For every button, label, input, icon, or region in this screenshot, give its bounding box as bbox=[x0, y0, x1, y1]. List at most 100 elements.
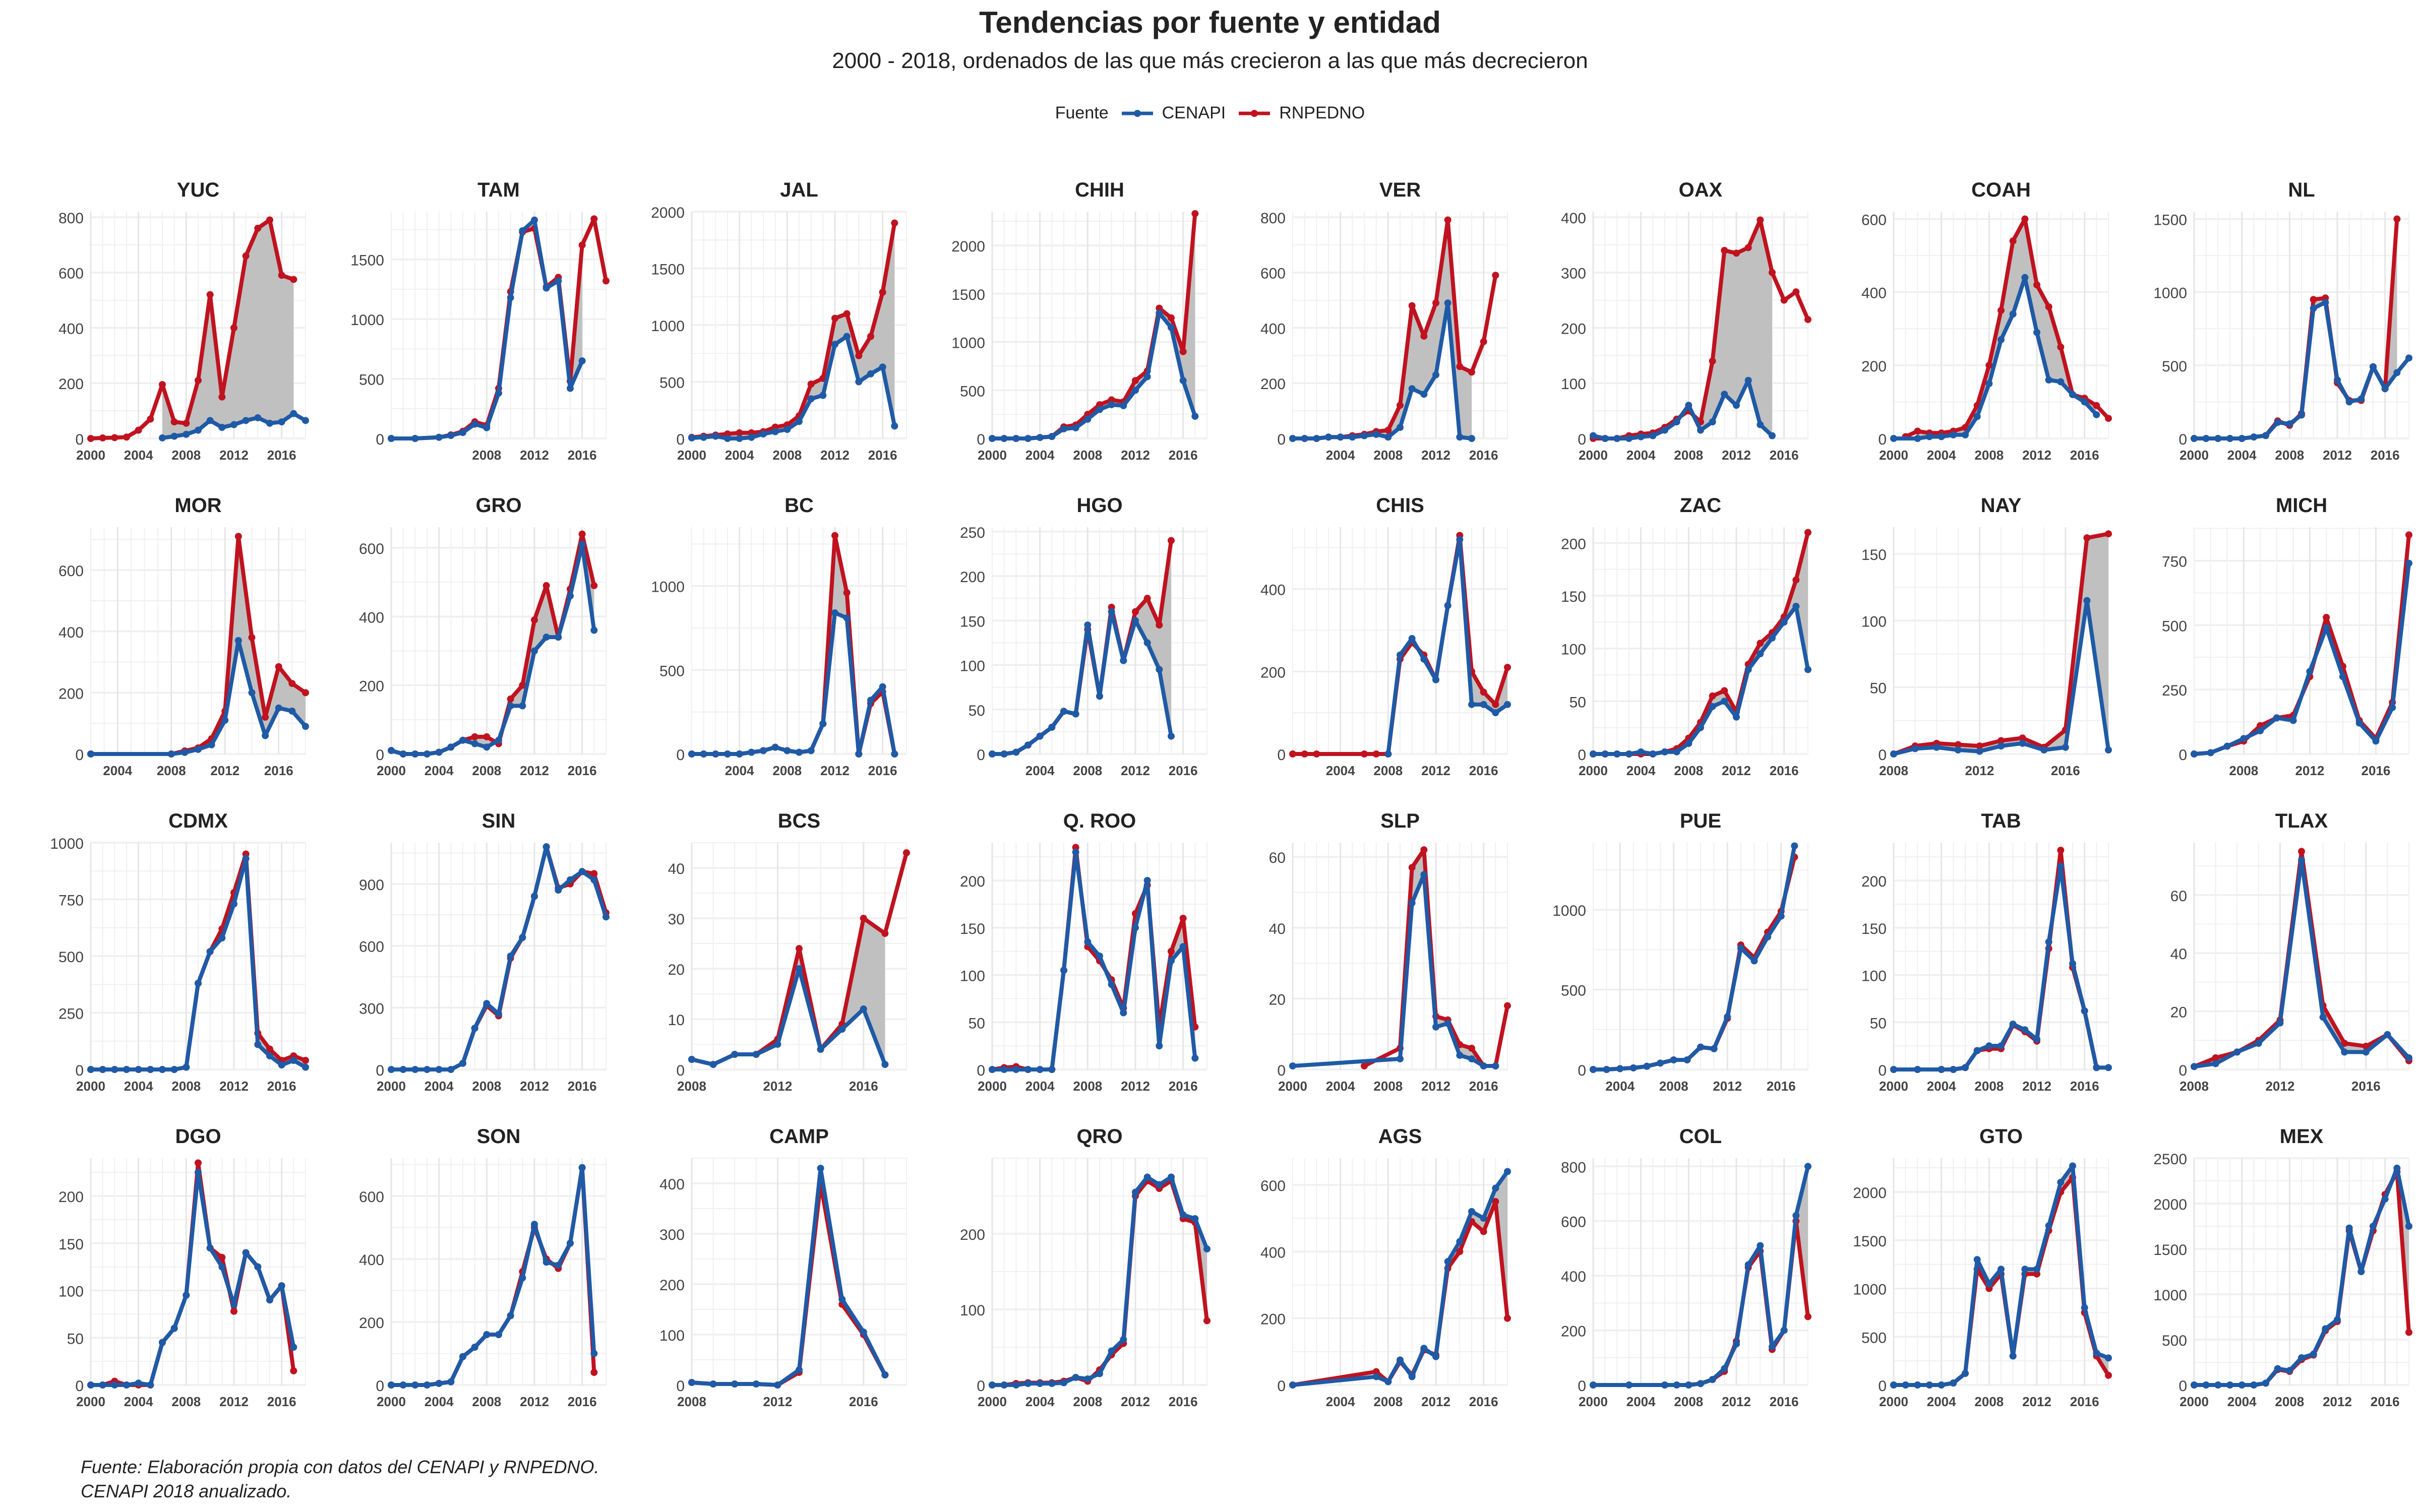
data-point bbox=[290, 1057, 297, 1064]
x-tick-label: 2016 bbox=[2070, 448, 2099, 463]
series-rnpedno bbox=[87, 1159, 297, 1389]
data-point bbox=[2405, 1054, 2412, 1061]
data-point bbox=[1444, 299, 1451, 307]
series-cenapi bbox=[388, 541, 598, 758]
data-point bbox=[471, 733, 478, 740]
data-point bbox=[388, 1381, 395, 1389]
data-point bbox=[1397, 1055, 1404, 1062]
data-point bbox=[1012, 748, 1020, 756]
x-tick-label: 2012 bbox=[763, 1394, 792, 1409]
data-point bbox=[590, 626, 598, 634]
data-point bbox=[2069, 960, 2076, 967]
data-point bbox=[1289, 1381, 1296, 1389]
data-point bbox=[483, 1331, 491, 1338]
data-point bbox=[2057, 847, 2065, 854]
data-point bbox=[736, 429, 743, 436]
data-point bbox=[1744, 1261, 1752, 1269]
data-point bbox=[2081, 1304, 2088, 1311]
data-point bbox=[135, 426, 142, 434]
data-point bbox=[1804, 666, 1811, 673]
data-point bbox=[1024, 435, 1032, 442]
data-point bbox=[266, 419, 273, 427]
x-tick-label: 2016 bbox=[1469, 1079, 1498, 1094]
data-point bbox=[1950, 431, 1957, 438]
data-point bbox=[1397, 1356, 1404, 1364]
y-tick-label: 2500 bbox=[2153, 1151, 2187, 1168]
data-point bbox=[1780, 618, 1788, 626]
x-tick-label: 2008 bbox=[472, 448, 501, 463]
y-tick-label: 500 bbox=[2162, 618, 2187, 635]
data-point bbox=[1673, 748, 1680, 755]
series-line bbox=[690, 967, 887, 1066]
data-point bbox=[2381, 1195, 2389, 1203]
data-point bbox=[796, 965, 803, 972]
data-point bbox=[1733, 713, 1740, 721]
facet-oax: OAX 0 100 200 300 400 2000 2004 2008 2012 2016 bbox=[1561, 179, 1811, 463]
data-point bbox=[2069, 1162, 2076, 1170]
y-tick-label: 0 bbox=[676, 1062, 685, 1079]
data-point bbox=[531, 616, 538, 624]
data-point bbox=[578, 530, 586, 538]
data-point bbox=[531, 647, 538, 655]
y-tick-label: 200 bbox=[1260, 1311, 1286, 1328]
data-point bbox=[2021, 1026, 2029, 1034]
x-tick-label: 2004 bbox=[1326, 1394, 1355, 1409]
data-point bbox=[2289, 717, 2297, 724]
y-tick-label: 1000 bbox=[1853, 1282, 1887, 1298]
x-tick-label: 2000 bbox=[76, 1079, 105, 1094]
facet-title: TAB bbox=[1981, 810, 2021, 832]
data-point bbox=[2384, 1031, 2391, 1038]
data-point bbox=[2255, 1040, 2262, 1047]
x-tick-label: 2004 bbox=[124, 1394, 153, 1409]
data-point bbox=[1384, 1378, 1392, 1385]
data-point bbox=[2370, 363, 2377, 370]
data-point bbox=[2381, 385, 2389, 393]
data-point bbox=[2362, 1048, 2370, 1056]
series-cenapi bbox=[989, 608, 1175, 758]
y-tick-label: 1000 bbox=[2153, 1287, 2187, 1304]
y-tick-label: 1000 bbox=[651, 579, 685, 596]
x-tick-label: 2016 bbox=[568, 1079, 597, 1094]
data-point bbox=[879, 683, 886, 690]
x-tick-label: 2000 bbox=[978, 448, 1007, 463]
data-point bbox=[748, 748, 755, 756]
data-point bbox=[1744, 376, 1752, 384]
data-point bbox=[1721, 1365, 1728, 1372]
data-point bbox=[1954, 741, 1962, 748]
x-tick-label: 2000 bbox=[1579, 1394, 1608, 1409]
data-point bbox=[1780, 1327, 1788, 1334]
data-point bbox=[855, 352, 863, 359]
y-tick-label: 400 bbox=[359, 1252, 384, 1269]
data-point bbox=[1985, 361, 1993, 369]
data-point bbox=[2081, 1007, 2088, 1015]
y-tick-label: 800 bbox=[1260, 210, 1286, 227]
data-point bbox=[1444, 602, 1451, 609]
legend-label-rnpedno: RNPEDNO bbox=[1279, 103, 1365, 122]
data-point bbox=[424, 1066, 431, 1073]
data-point bbox=[234, 637, 242, 644]
y-tick-label: 400 bbox=[1260, 582, 1286, 599]
gridlines bbox=[1592, 1158, 1808, 1386]
data-point bbox=[1962, 1370, 1969, 1377]
data-point bbox=[567, 876, 574, 884]
series-rnpedno bbox=[388, 1164, 598, 1389]
facet-title: CHIH bbox=[1075, 179, 1124, 201]
data-point bbox=[2240, 735, 2248, 742]
data-point bbox=[1504, 701, 1511, 708]
x-tick-label: 2004 bbox=[725, 763, 754, 778]
data-point bbox=[903, 849, 910, 856]
facet-q-roo: Q. ROO 0 50 100 150 200 2000 2004 2008 2012 2016 bbox=[960, 810, 1207, 1094]
x-tick-label: 2016 bbox=[267, 1079, 296, 1094]
facet-nl: NL 0 500 1000 1500 2000 2004 2008 2012 2016 bbox=[2153, 179, 2412, 463]
x-tick-label: 2008 bbox=[772, 448, 802, 463]
series-rnpedno bbox=[388, 530, 598, 758]
data-point bbox=[1084, 621, 1092, 629]
data-point bbox=[2191, 435, 2198, 442]
data-point bbox=[1168, 948, 1175, 955]
data-point bbox=[266, 216, 273, 224]
y-tick-label: 0 bbox=[1878, 1378, 1887, 1395]
data-point bbox=[195, 1159, 202, 1167]
data-point bbox=[242, 855, 250, 862]
data-point bbox=[1120, 657, 1127, 664]
data-point bbox=[1432, 1353, 1439, 1360]
